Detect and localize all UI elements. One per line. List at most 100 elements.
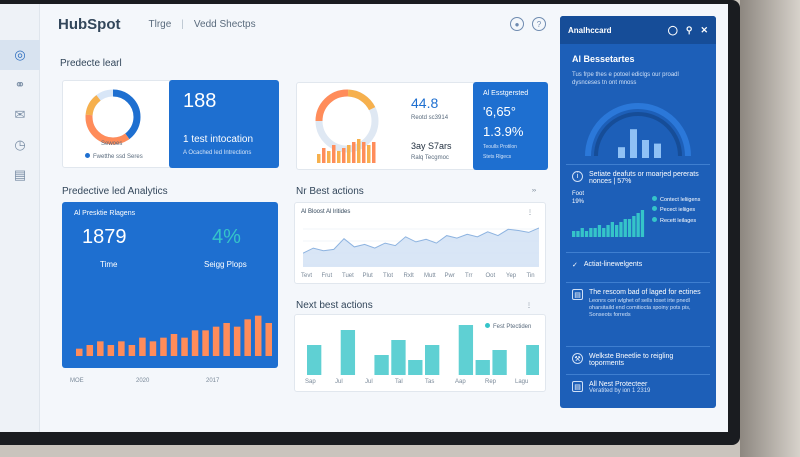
ai-suggested-title: Al Esstgersted — [483, 90, 529, 97]
insight-row-5[interactable]: ▤ All Nest Protecteer Veratited by ion 1 … — [566, 374, 710, 400]
nav-separator: | — [181, 18, 184, 30]
section-title-analytics: Predective led Analytics — [62, 186, 168, 197]
mini-teal-bar — [597, 225, 602, 237]
predictive-bar — [223, 323, 230, 356]
next-best-bar — [492, 350, 507, 375]
predictive-bar — [149, 341, 157, 356]
next-best-x-label: Rep — [485, 379, 497, 385]
metric-sub-1: Reotd sc3914 — [411, 115, 449, 121]
predictive-title: Al Presktie Rlagens — [74, 210, 136, 217]
ai-boost-menu-icon[interactable]: ⋮ — [527, 210, 533, 216]
sidebar-item-mail[interactable]: ✉ — [0, 100, 40, 130]
area-chart — [303, 227, 539, 267]
mini-teal-bar — [632, 216, 636, 237]
mini-teal-bar — [623, 219, 627, 237]
gauge-bar — [654, 143, 661, 158]
bell-icon[interactable]: ◯ — [667, 24, 678, 35]
next-best-bar — [408, 360, 423, 375]
card-metrics: 44.8 Reotd sc3914 3ay S7ars Ralq Tecgmoc… — [296, 82, 548, 170]
mini-teal-bar — [589, 228, 593, 237]
predictive-bar — [265, 323, 272, 356]
mini-bar — [317, 154, 321, 163]
insight-row-3[interactable]: ▤ The rescom bad of laged for ectines Le… — [566, 282, 710, 325]
insight-row-2[interactable]: ✓ Actiat-linewelgents — [566, 252, 710, 277]
next-best-x-label: Aap — [455, 379, 466, 385]
area-x-label: Yep — [506, 273, 517, 279]
right-panel-header: Analhccard ◯ ⚲ ✕ — [560, 16, 716, 44]
sidebar-item-document[interactable]: ▤ — [0, 160, 40, 190]
mini-teal-bar — [636, 213, 640, 237]
card-ai-boost: Al Bloost Al lritides ⋮ Tevt Frut Tuet Plut… — [294, 202, 546, 284]
legend-marker — [85, 153, 90, 158]
mini-chart-value: 19% — [572, 199, 585, 205]
sidebar-item-chat[interactable]: ⚭ — [0, 70, 40, 100]
clock-icon: ◷ — [14, 137, 26, 152]
predictive-bar — [233, 326, 241, 356]
next-best-x-label: Lagu — [515, 379, 529, 385]
predictive-label-1: Time — [100, 260, 118, 269]
insight-row-4-text: Welkste Bneetlie to reigling toporments — [589, 353, 674, 367]
mini-teal-bar — [627, 219, 632, 237]
search-icon[interactable]: ⚲ — [685, 24, 693, 35]
mini-bar — [337, 151, 341, 163]
next-best-menu-icon[interactable]: ⋮ — [526, 303, 532, 309]
report-icon: ▤ — [572, 381, 583, 392]
area-x-label: Tevt — [301, 273, 313, 279]
nav-item-1[interactable]: Tlrge — [148, 18, 172, 30]
check-icon: ✓ — [572, 262, 578, 269]
globe-icon: ◎ — [14, 47, 26, 62]
next-best-bar — [374, 355, 389, 375]
next-best-bar — [391, 340, 406, 375]
predictive-bar — [107, 345, 115, 356]
mini-bar — [327, 151, 331, 163]
lightbulb-icon[interactable]: ● — [510, 17, 524, 31]
expand-icon[interactable]: ›› — [532, 188, 536, 194]
sidebar: ◎ ⚭ ✉ ◷ ▤ — [0, 4, 40, 432]
gauge-bar — [618, 147, 625, 158]
donut-legend: Fwetthe ssd Seres — [85, 153, 143, 160]
mini-legend-item-3: Recett leilages — [652, 216, 700, 226]
card-predictive-range: Al Presktie Rlagens 1879 4% Time Seigg P… — [62, 202, 278, 368]
close-icon[interactable]: ✕ — [700, 24, 708, 35]
x-label-1: MOE — [70, 378, 84, 384]
mini-teal-bar — [593, 228, 597, 237]
mini-teal-bar — [615, 225, 619, 237]
ai-suggested-value-2: 1.3.9% — [483, 124, 524, 139]
area-x-label: Rxlt — [403, 273, 414, 279]
next-best-x-label: Jul — [335, 379, 343, 385]
sidebar-item-globe[interactable]: ◎ — [0, 40, 40, 70]
predictive-bar — [128, 345, 136, 356]
mini-bar-series — [317, 139, 376, 163]
area-x-label: Pwr — [444, 273, 455, 279]
x-label-2: 2020 — [136, 378, 150, 384]
predictive-bar — [191, 330, 199, 356]
hubspot-logo[interactable]: HubSpot — [58, 15, 121, 33]
ai-boost-title: Al Bloost Al lritides — [301, 209, 351, 215]
mini-legend-item-1: Contect leliigens — [652, 195, 700, 205]
nav-item-2[interactable]: Vedd Shectps — [193, 18, 256, 30]
next-best-bar — [475, 360, 490, 375]
gauge-bar — [642, 140, 649, 158]
insight-row-4[interactable]: ⚒ Welkste Bneetlie to reigling toporments — [566, 346, 710, 373]
area-x-label: Tin — [526, 273, 535, 279]
mini-bar — [322, 148, 326, 163]
predictive-bar — [86, 345, 94, 356]
x-label-3: 2017 — [206, 378, 220, 384]
insight-row-1[interactable]: i Setiate deafuts or moarjed pererats non… — [566, 164, 710, 243]
ai-suggested-sub-1: Teoulls Protilon — [483, 144, 517, 150]
predictive-value-1: 1879 — [82, 226, 127, 248]
area-x-label: Tuet — [342, 273, 354, 279]
mini-teal-bar — [602, 228, 606, 237]
mini-bar — [372, 142, 376, 163]
predictive-bar — [170, 334, 178, 356]
mail-icon: ✉ — [14, 107, 26, 122]
help-icon[interactable]: ? — [532, 17, 546, 31]
leads-caption: 1 test intocation — [183, 134, 254, 145]
sidebar-item-clock[interactable]: ◷ — [0, 130, 40, 160]
donut-chart — [85, 89, 141, 145]
insight-row-2-text: Actiat-linewelgents — [583, 261, 643, 268]
card-leads-kpi: 188 1 test intocation A Ocached led Intr… — [169, 80, 279, 168]
mini-legend-item-2: Pecect ieliiges — [652, 205, 700, 215]
mini-bar — [357, 139, 361, 163]
next-best-bar — [526, 345, 539, 375]
